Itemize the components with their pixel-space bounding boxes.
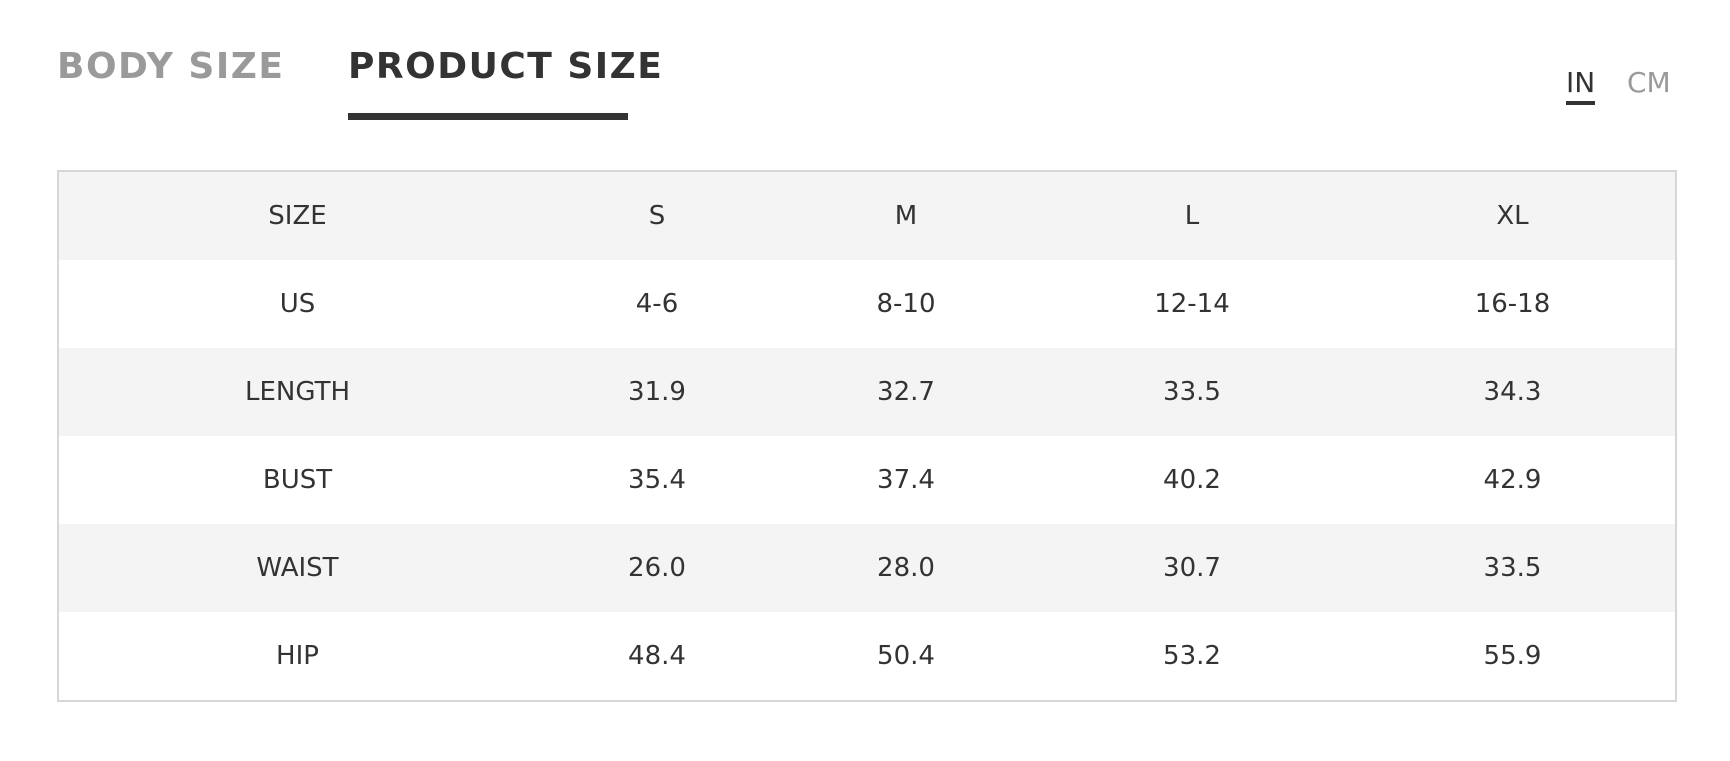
row-label: LENGTH — [244, 377, 350, 407]
cell: 40.2 — [1163, 465, 1221, 495]
cell: 53.2 — [1163, 641, 1221, 671]
cell: 28.0 — [877, 553, 935, 583]
cell: 32.7 — [877, 377, 935, 407]
cell: 42.9 — [1483, 465, 1542, 495]
cell: L — [1184, 201, 1200, 231]
size-table: SIZE S M L XL US 4-6 8-10 12-14 16-18 LENGTH 31.9 32… — [57, 170, 1677, 702]
cell: XL — [1496, 201, 1529, 231]
table-row: US 4-6 8-10 12-14 16-18 — [58, 260, 1676, 348]
table-body: SIZE S M L XL US 4-6 8-10 12-14 16-18 LENGTH 31.9 32… — [58, 171, 1676, 701]
cell: 12-14 — [1154, 289, 1230, 319]
product-size-tab[interactable]: PRODUCT SIZE — [348, 46, 664, 87]
row-label: HIP — [276, 641, 319, 671]
cell: S — [648, 201, 666, 231]
table-row: BUST 35.4 37.4 40.2 42.9 — [58, 436, 1676, 524]
row-label: US — [279, 289, 316, 319]
cell: 33.5 — [1483, 553, 1542, 583]
row-label: BUST — [262, 465, 333, 495]
cell: 35.4 — [628, 465, 686, 495]
cell: 33.5 — [1163, 377, 1221, 407]
cell: 16-18 — [1474, 289, 1551, 319]
cell: 50.4 — [877, 641, 935, 671]
cell: M — [894, 201, 918, 231]
cell: 4-6 — [635, 289, 679, 319]
cell: 26.0 — [628, 553, 686, 583]
cell: 34.3 — [1483, 377, 1542, 407]
unit-cm[interactable]: CM — [1627, 66, 1671, 99]
body-size-tab[interactable]: BODY SIZE — [57, 46, 285, 87]
table-row: WAIST 26.0 28.0 30.7 33.5 — [58, 524, 1676, 612]
header-row: SIZE S M L XL — [58, 171, 1676, 260]
cell: 30.7 — [1163, 553, 1221, 583]
unit-in[interactable]: IN — [1566, 66, 1596, 105]
cell: 48.4 — [628, 641, 686, 671]
table-row: HIP 48.4 50.4 53.2 55.9 — [58, 612, 1676, 701]
active-tab-underline — [348, 113, 628, 120]
cell: 8-10 — [876, 289, 936, 319]
row-label: SIZE — [268, 201, 327, 231]
cell: 55.9 — [1483, 641, 1542, 671]
table-row: LENGTH 31.9 32.7 33.5 34.3 — [58, 348, 1676, 436]
row-label: WAIST — [256, 553, 339, 583]
cell: 37.4 — [877, 465, 935, 495]
cell: 31.9 — [628, 377, 686, 407]
